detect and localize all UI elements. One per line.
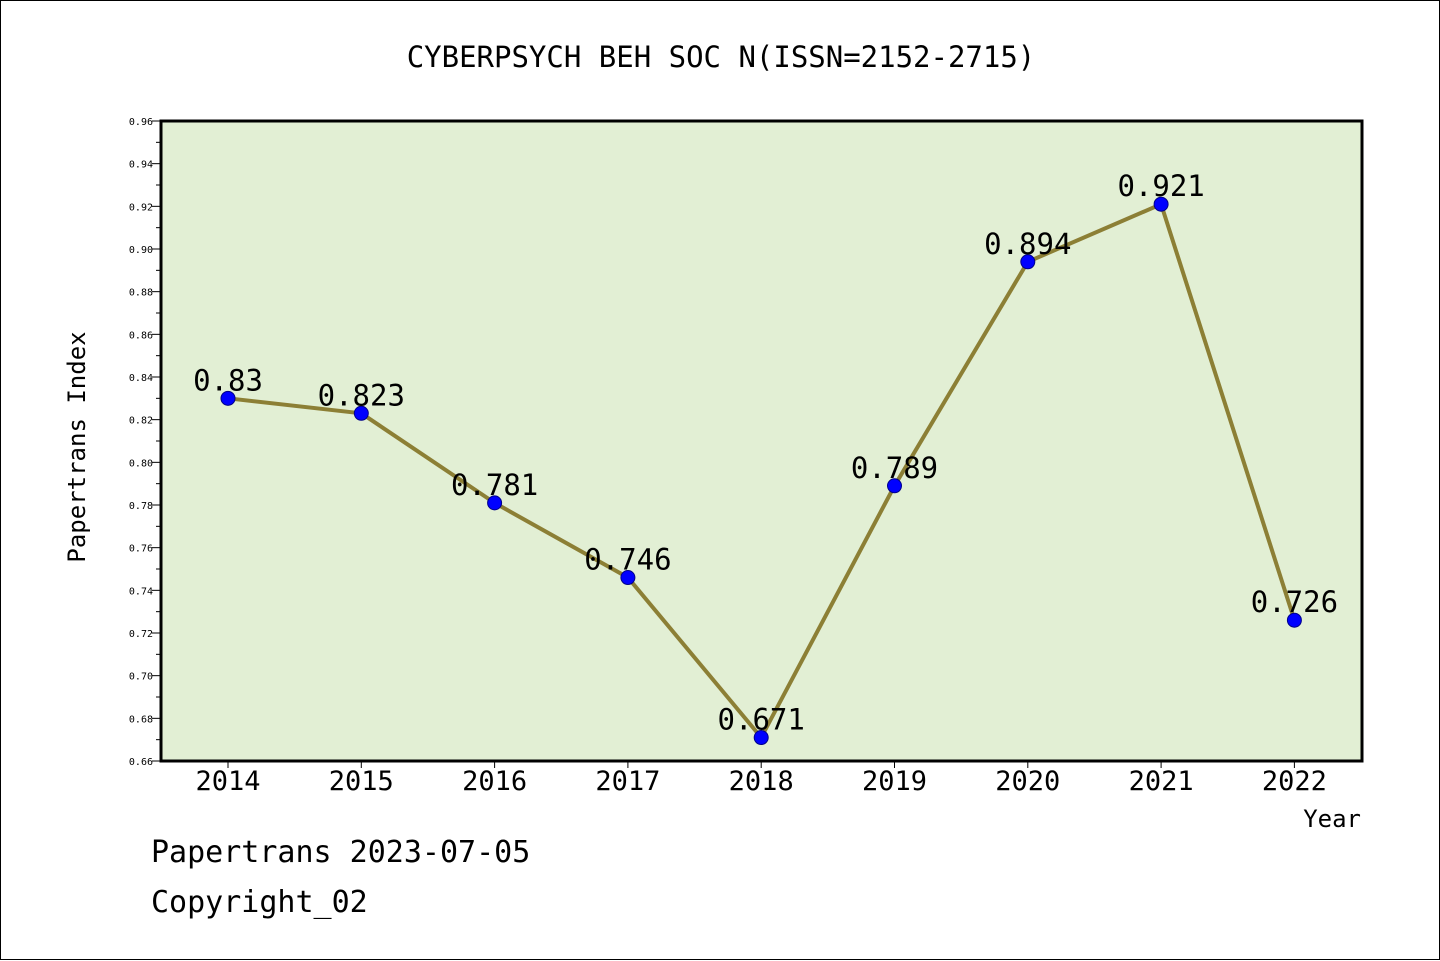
data-label: 0.789 — [851, 451, 938, 485]
data-point — [1153, 196, 1169, 212]
x-tick-label: 2015 — [329, 766, 394, 797]
data-point — [220, 390, 236, 406]
y-tick-label: 0.80 — [129, 458, 153, 469]
data-point — [620, 570, 636, 586]
x-tick-label: 2020 — [995, 766, 1060, 797]
y-tick-label: 0.68 — [129, 714, 153, 725]
y-tick-label: 0.66 — [129, 757, 153, 768]
x-tick-label: 2021 — [1129, 766, 1194, 797]
y-tick-label: 0.84 — [129, 373, 153, 384]
data-label: 0.781 — [451, 468, 538, 502]
y-tick-label: 0.72 — [129, 629, 153, 640]
data-point — [353, 405, 369, 421]
data-label: 0.746 — [584, 543, 671, 577]
data-point — [753, 730, 769, 746]
plot-border — [159, 119, 1364, 763]
x-tick-label: 2019 — [862, 766, 927, 797]
y-tick-label: 0.78 — [129, 501, 153, 512]
y-tick-label: 0.74 — [129, 586, 153, 597]
data-label: 0.921 — [1117, 169, 1204, 203]
y-tick-label: 0.70 — [129, 672, 153, 683]
y-tick-label: 0.76 — [129, 544, 153, 555]
x-tick-label: 2018 — [729, 766, 794, 797]
data-point — [1020, 254, 1036, 270]
y-tick-label: 0.86 — [129, 330, 153, 341]
data-label: 0.823 — [318, 378, 405, 412]
y-tick-label: 0.90 — [129, 245, 153, 256]
data-point — [487, 495, 503, 511]
footer-copyright-text: Copyright_02 — [151, 885, 368, 920]
data-label: 0.726 — [1251, 585, 1338, 619]
y-tick-label: 0.94 — [129, 160, 153, 171]
data-point — [1286, 612, 1302, 628]
plot-area — [161, 121, 1362, 761]
data-label: 0.83 — [193, 363, 263, 397]
x-tick-label: 2014 — [195, 766, 260, 797]
y-axis-label: Papertrans Index — [63, 331, 91, 562]
chart-title: CYBERPSYCH BEH SOC N(ISSN=2152-2715) — [407, 40, 1036, 74]
x-tick-label: 2017 — [595, 766, 660, 797]
y-tick-label: 0.88 — [129, 288, 153, 299]
data-label: 0.894 — [984, 227, 1071, 261]
x-tick-label: 2022 — [1262, 766, 1327, 797]
x-tick-label: 2016 — [462, 766, 527, 797]
y-tick-label: 0.82 — [129, 416, 153, 427]
footer-date-text: Papertrans 2023-07-05 — [151, 835, 531, 870]
data-point — [887, 478, 902, 494]
y-tick-label: 0.96 — [129, 117, 153, 128]
y-tick-label: 0.92 — [129, 202, 153, 213]
x-axis-label: Year — [1303, 805, 1361, 833]
data-label: 0.671 — [718, 703, 805, 737]
